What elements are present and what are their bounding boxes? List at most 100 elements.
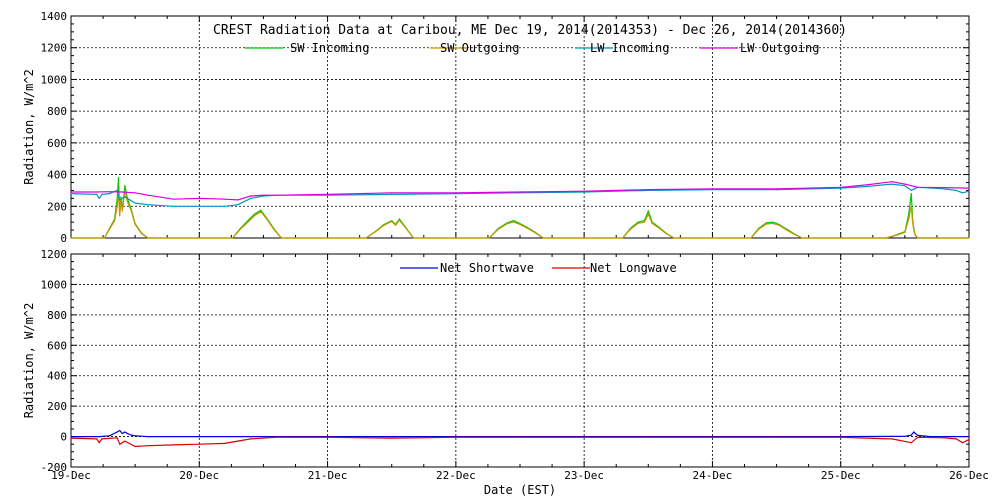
data-point bbox=[101, 438, 103, 440]
data-point bbox=[891, 236, 893, 238]
data-point bbox=[391, 192, 393, 194]
data-point bbox=[70, 436, 72, 438]
data-point bbox=[891, 438, 893, 440]
data-point bbox=[98, 237, 100, 239]
data-point bbox=[910, 193, 912, 195]
data-point bbox=[275, 436, 277, 438]
data-point bbox=[525, 227, 528, 229]
data-point bbox=[232, 237, 234, 239]
data-point bbox=[96, 191, 98, 193]
data-point bbox=[923, 237, 925, 239]
data-point bbox=[365, 237, 367, 239]
data-point bbox=[885, 237, 887, 239]
data-point bbox=[643, 221, 646, 223]
y-axis-label: Radiation, W/m^2 bbox=[22, 69, 36, 185]
data-point bbox=[237, 204, 239, 206]
data-point bbox=[96, 193, 98, 195]
data-point bbox=[98, 436, 100, 438]
data-point bbox=[519, 436, 521, 438]
data-point bbox=[657, 227, 660, 229]
data-point bbox=[904, 183, 906, 185]
data-point bbox=[198, 205, 200, 207]
data-point bbox=[910, 189, 912, 191]
data-point bbox=[119, 199, 121, 201]
y-tick-label: 400 bbox=[47, 169, 67, 182]
x-tick-label: 21-Dec bbox=[308, 469, 348, 482]
data-point bbox=[910, 442, 912, 444]
data-point bbox=[929, 436, 932, 438]
data-point bbox=[280, 237, 282, 239]
data-point bbox=[327, 237, 329, 239]
data-point bbox=[917, 434, 919, 436]
data-point bbox=[942, 437, 944, 439]
data-point bbox=[96, 438, 98, 440]
legend-label: Net Longwave bbox=[590, 261, 677, 275]
data-point bbox=[968, 237, 970, 239]
data-point bbox=[134, 192, 136, 194]
data-point bbox=[275, 194, 277, 196]
data-point bbox=[147, 237, 149, 239]
data-point bbox=[840, 186, 842, 188]
data-point bbox=[124, 440, 126, 442]
data-point bbox=[506, 223, 508, 225]
data-point bbox=[253, 215, 255, 217]
data-point bbox=[374, 231, 376, 233]
y-tick-label: 1000 bbox=[41, 278, 68, 291]
data-point bbox=[147, 445, 149, 447]
data-point bbox=[101, 193, 103, 195]
data-point bbox=[583, 237, 585, 239]
x-tick-label: 26-Dec bbox=[949, 469, 989, 482]
data-point bbox=[247, 221, 249, 223]
data-point bbox=[119, 443, 121, 445]
data-point bbox=[114, 220, 116, 222]
data-point bbox=[70, 193, 72, 195]
data-point bbox=[391, 220, 393, 222]
x-tick-label: 24-Dec bbox=[693, 469, 733, 482]
x-tick-label: 22-Dec bbox=[436, 469, 476, 482]
data-point bbox=[968, 439, 970, 441]
data-point bbox=[250, 438, 252, 440]
data-point bbox=[70, 237, 72, 239]
data-point bbox=[253, 213, 255, 215]
data-point bbox=[70, 437, 72, 439]
data-point bbox=[542, 237, 544, 239]
data-point bbox=[455, 237, 457, 239]
data-point bbox=[801, 237, 803, 239]
data-point bbox=[776, 436, 778, 438]
data-point bbox=[398, 219, 400, 221]
data-point bbox=[239, 228, 241, 230]
data-point bbox=[917, 237, 919, 239]
data-point bbox=[134, 435, 136, 437]
data-point bbox=[913, 229, 915, 231]
series-line-sw-outgoing bbox=[71, 189, 969, 239]
data-point bbox=[942, 187, 944, 189]
data-point bbox=[497, 228, 499, 230]
y-tick-label: 800 bbox=[47, 105, 67, 118]
data-point bbox=[647, 210, 649, 212]
data-point bbox=[406, 229, 408, 231]
y-tick-label: 0 bbox=[60, 431, 67, 444]
data-point bbox=[224, 205, 226, 207]
data-point bbox=[929, 237, 932, 239]
x-tick-label: 19-Dec bbox=[51, 469, 91, 482]
data-point bbox=[968, 187, 970, 189]
data-point bbox=[173, 444, 175, 446]
data-point bbox=[116, 189, 118, 191]
data-point bbox=[908, 218, 910, 220]
data-point bbox=[513, 220, 515, 222]
data-point bbox=[250, 197, 252, 199]
data-point bbox=[108, 435, 111, 437]
data-point bbox=[116, 437, 118, 439]
data-point bbox=[637, 222, 639, 224]
data-point bbox=[108, 228, 111, 230]
data-point bbox=[247, 220, 249, 222]
data-point bbox=[840, 237, 842, 239]
data-point bbox=[519, 191, 521, 193]
data-point bbox=[260, 209, 262, 211]
legend-label: LW Outgoing bbox=[740, 41, 819, 55]
data-point bbox=[765, 223, 767, 225]
data-point bbox=[250, 195, 252, 197]
data-point bbox=[891, 181, 893, 183]
data-point bbox=[647, 213, 649, 215]
data-point bbox=[583, 190, 585, 192]
